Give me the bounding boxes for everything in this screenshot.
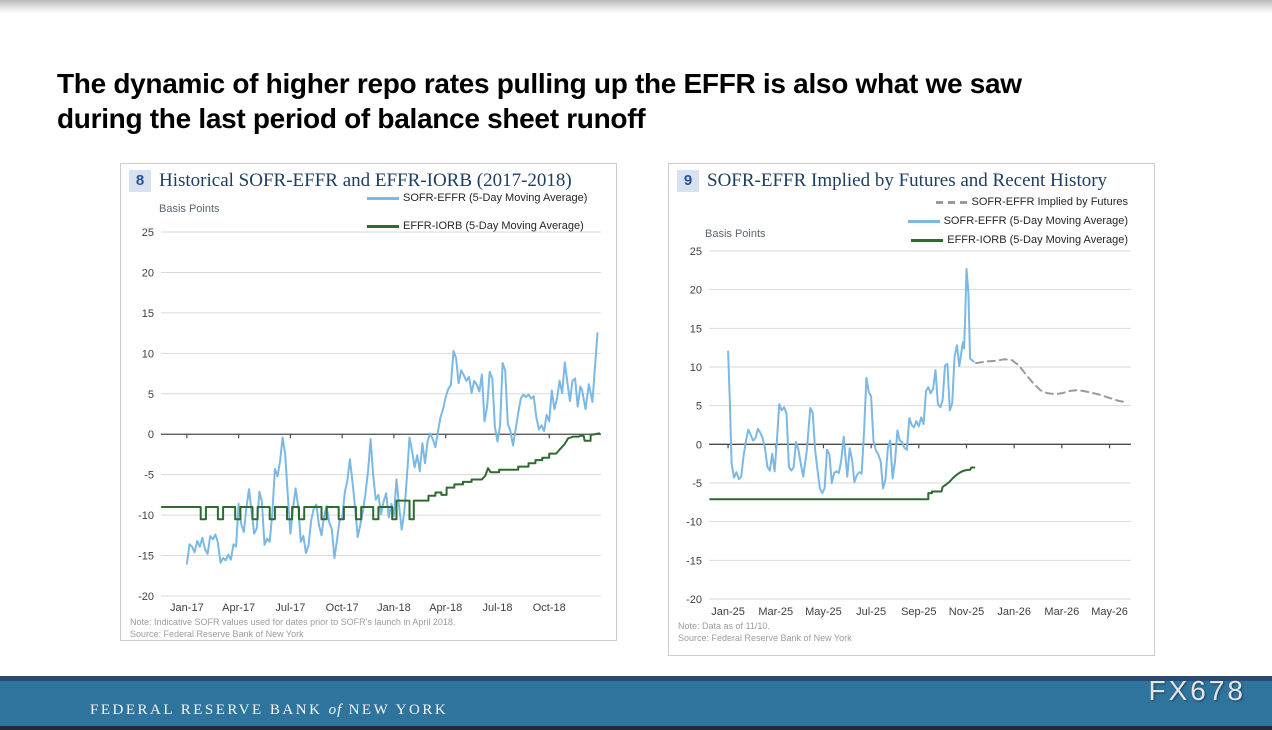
legend-label: EFFR-IORB (5-Day Moving Average) <box>947 234 1128 246</box>
footer-bottom-strip <box>0 726 1272 730</box>
x-tick-label: Mar-25 <box>758 606 793 618</box>
series-line <box>727 267 975 495</box>
legend-line-swatch <box>907 219 940 223</box>
x-tick-label: Nov-25 <box>949 606 984 618</box>
chart-legend: SOFR-EFFR (5-Day Moving Average) EFFR-IOR… <box>367 191 587 247</box>
y-tick-label: -10 <box>138 510 154 522</box>
x-tick-label: Oct-18 <box>533 602 566 614</box>
y-tick-label: 5 <box>148 389 154 401</box>
y-tick-label: -5 <box>692 478 702 490</box>
y-tick-label: -20 <box>138 591 154 603</box>
x-tick-label: Oct-17 <box>326 602 359 614</box>
x-tick-label: May-26 <box>1091 606 1128 618</box>
y-tick-label: 10 <box>690 362 702 374</box>
x-tick-label: Apr-18 <box>429 602 462 614</box>
legend-label: SOFR-EFFR Implied by Futures <box>971 196 1128 208</box>
x-tick-label: Sep-25 <box>901 606 936 618</box>
legend-row: SOFR-EFFR Implied by Futures <box>908 195 1128 209</box>
chart-canvas: 25 20 15 10 5 0 -5 -10 -15 -20 Jan-17 Apr-17 Jul-17 O… <box>138 227 601 614</box>
x-tick-label: Jul-25 <box>856 606 886 618</box>
bank-name-suffix: NEW YORK <box>348 702 449 718</box>
x-tick-label: Jan-25 <box>711 606 745 618</box>
y-tick-label: 25 <box>142 227 154 239</box>
footer-bar: FEDERAL RESERVE BANK of NEW YORK FX678 <box>0 675 1272 726</box>
series-line <box>709 466 976 501</box>
chart-panel-futures: 9 SOFR-EFFR Implied by Futures and Recen… <box>668 163 1155 656</box>
legend-row: EFFR-IORB (5-Day Moving Average) <box>908 233 1128 247</box>
y-tick-label: 0 <box>148 429 154 441</box>
legend-line-swatch <box>367 196 399 200</box>
y-tick-label: 15 <box>142 308 154 320</box>
chart-notes: Note: Data as of 11/10. Source: Federal … <box>678 620 852 644</box>
x-tick-label: Jan-26 <box>997 606 1031 618</box>
chart-notes: Note: Indicative SOFR values used for da… <box>130 616 455 640</box>
y-tick-label: -15 <box>686 555 702 567</box>
y-axis-label: Basis Points <box>159 203 220 215</box>
panel-number-badge: 8 <box>129 170 151 192</box>
y-tick-label: 0 <box>696 439 702 451</box>
x-tick-label: Jul-18 <box>482 602 512 614</box>
chart-note: Note: Data as of 11/10. <box>678 621 770 631</box>
legend-line-swatch <box>911 238 944 242</box>
legend-label: SOFR-EFFR (5-Day Moving Average) <box>943 215 1128 227</box>
page-title-line-1: The dynamic of higher repo rates pulling… <box>57 68 1022 99</box>
x-tick-label: Mar-26 <box>1044 606 1079 618</box>
legend-line-swatch <box>935 200 968 204</box>
chart-legend: SOFR-EFFR Implied by Futures SOFR-EFFR (5… <box>907 195 1128 252</box>
bank-logo-text: FEDERAL RESERVE BANK of NEW YORK <box>90 702 448 719</box>
chart-source: Source: Federal Reserve Bank of New York <box>130 629 304 640</box>
legend-line-swatch <box>367 224 399 228</box>
y-tick-label: -15 <box>138 551 154 563</box>
y-tick-label: 25 <box>690 246 702 258</box>
legend-row: EFFR-IORB (5-Day Moving Average) <box>367 219 587 233</box>
y-axis-label: Basis Points <box>705 228 766 240</box>
top-shadow-bar <box>0 0 1272 13</box>
page-title: The dynamic of higher repo rates pulling… <box>57 66 1187 137</box>
chart-source: Source: Federal Reserve Bank of New York <box>678 633 852 644</box>
chart-title: Historical SOFR-EFFR and EFFR-IORB (2017… <box>159 170 572 191</box>
page-title-line-2: during the last period of balance sheet … <box>57 103 646 135</box>
bank-name-of: of <box>328 702 343 718</box>
panel-number-badge: 9 <box>677 170 699 192</box>
x-tick-label: Jan-18 <box>377 602 411 614</box>
series-line <box>160 432 601 521</box>
y-tick-label: -10 <box>686 517 702 529</box>
chart-title: SOFR-EFFR Implied by Futures and Recent … <box>707 170 1108 191</box>
x-tick-label: May-25 <box>805 606 842 618</box>
legend-row: SOFR-EFFR (5-Day Moving Average) <box>367 191 587 205</box>
y-tick-label: -20 <box>686 594 702 606</box>
y-tick-label: 5 <box>696 401 702 413</box>
x-tick-label: Apr-17 <box>222 602 255 614</box>
bank-name-prefix: FEDERAL RESERVE BANK <box>90 702 323 718</box>
legend-label: SOFR-EFFR (5-Day Moving Average) <box>403 192 588 204</box>
chart-canvas: 25 20 15 10 5 0 -5 -10 -15 -20 Jan-25 Mar-25 May-25 J… <box>686 246 1131 618</box>
chart-note: Note: Indicative SOFR values used for da… <box>130 617 456 627</box>
x-tick-label: Jul-17 <box>275 602 305 614</box>
y-tick-label: 20 <box>690 285 702 297</box>
x-tick-label: Jan-17 <box>170 602 204 614</box>
y-tick-label: -5 <box>144 470 154 482</box>
series-line <box>185 332 599 565</box>
series-line <box>975 358 1125 403</box>
y-tick-label: 10 <box>142 348 154 360</box>
chart-panel-historical: 8 Historical SOFR-EFFR and EFFR-IORB (20… <box>120 163 617 641</box>
watermark-text: FX678 <box>1148 675 1246 706</box>
y-tick-label: 15 <box>690 323 702 335</box>
footer-accent-line <box>0 676 1272 681</box>
legend-row: SOFR-EFFR (5-Day Moving Average) <box>907 214 1128 228</box>
y-tick-label: 20 <box>142 267 154 279</box>
legend-label: EFFR-IORB (5-Day Moving Average) <box>403 220 584 232</box>
